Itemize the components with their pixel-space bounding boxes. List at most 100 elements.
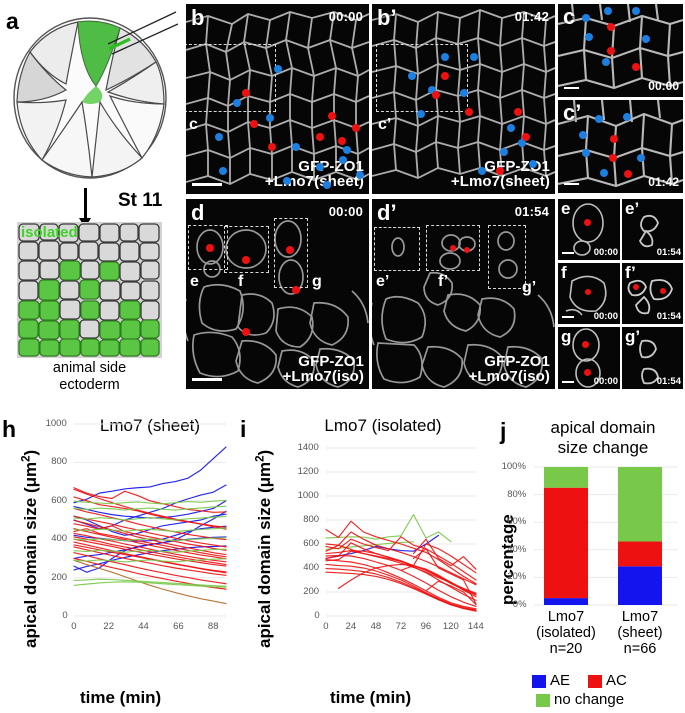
panel-bprime-overlay-line1: GFP-ZO1 <box>484 157 550 175</box>
chart-j-ytick: 20% <box>507 571 527 583</box>
cell-marker-blue <box>636 153 645 162</box>
chart-j-plot <box>530 463 680 611</box>
panel-f-timestamp: 00:00 <box>593 311 618 322</box>
chart-i-ylabel: apical domain size (μm2) <box>254 450 275 648</box>
chart-h-ytick: 1000 <box>45 418 67 429</box>
panel-b-overlay: GFP-ZO1 +Lmo7(sheet) <box>265 158 364 191</box>
chart-j-ytick: 40% <box>507 543 527 555</box>
cell-marker-blue <box>622 112 631 121</box>
cell-marker-blue <box>428 85 437 94</box>
panel-b-inset-box <box>186 44 276 112</box>
chart-i-xtick: 144 <box>467 621 484 632</box>
cell-marker-blue <box>601 57 610 66</box>
chart-j-svg <box>534 466 678 606</box>
cell-marker-blue <box>214 133 223 141</box>
chart-j-legend-swatch <box>536 694 550 707</box>
chart-h-plot <box>48 418 230 638</box>
cell-marker-blue <box>408 72 417 81</box>
panel-letter-a: a <box>6 8 19 34</box>
chart-h-xtick: 44 <box>138 621 149 632</box>
cell-marker-blue <box>477 167 486 176</box>
cell-marker-red <box>242 89 251 98</box>
panel-letter-fprime: f’ <box>625 263 636 282</box>
panel-dprime-inset-box-g <box>488 225 526 289</box>
panel-d-cells <box>186 199 369 389</box>
panel-dprime-overlay-line2: +Lmo7(iso) <box>468 368 550 386</box>
panel-d-overlay-line1: GFP-ZO1 <box>298 352 364 370</box>
cell-marker-blue <box>218 167 227 176</box>
chart-i-ytick: 400 <box>303 562 320 573</box>
cell-marker-red <box>291 286 300 295</box>
panel-f-micrograph: f 00:00 <box>558 263 620 324</box>
panel-letter-dprime: d’ <box>377 200 397 225</box>
cell-marker-blue <box>600 168 609 177</box>
panel-letter-h: h <box>2 416 17 442</box>
cell-marker-red <box>609 153 617 162</box>
chart-j-legend-label: no change <box>554 691 625 708</box>
cell-marker-blue <box>631 7 640 16</box>
panel-cprime-scalebar <box>564 183 579 185</box>
panel-dprime-inset-label-e: e’ <box>376 273 390 290</box>
panel-bprime-inset-label: c’ <box>378 116 392 133</box>
chart-h-ytick: 200 <box>51 571 68 583</box>
panel-eprime-micrograph: e’ 01:54 <box>622 199 683 260</box>
panel-dprime-inset-label-g: g’ <box>522 279 537 296</box>
chart-j-category-line: n=66 <box>623 641 657 658</box>
panel-dprime-overlay-line1: GFP-ZO1 <box>484 352 550 370</box>
chart-i-xlabel: time (min) <box>330 688 412 707</box>
panel-eprime-timestamp: 01:54 <box>656 247 681 258</box>
chart-j-legend-label: AE <box>550 672 571 689</box>
panel-b-micrograph: c b 00:00 GFP-ZO1 +Lmo7(sheet) <box>186 4 369 194</box>
chart-h-xtick: 22 <box>103 621 114 632</box>
panel-letter-i: i <box>240 416 247 442</box>
cell-marker-red <box>633 284 640 291</box>
chart-i-ytick: 0 <box>314 610 320 621</box>
panel-d-inset-label-e: e <box>190 273 199 290</box>
panel-e-timestamp: 00:00 <box>593 247 618 258</box>
panel-d-overlay-line2: +Lmo7(iso) <box>282 368 364 386</box>
panel-d-inset-label-f: f <box>238 273 244 290</box>
chart-h-title: Lmo7 (sheet) <box>99 416 201 435</box>
panel-letter-c: c <box>563 4 576 29</box>
chart-i-ytick: 1200 <box>297 466 319 477</box>
chart-j-ylabel: percentage <box>498 514 517 605</box>
panel-bprime-timestamp: 01:42 <box>514 9 549 24</box>
panel-e-micrograph: e 00:00 <box>558 199 620 260</box>
cell-marker-red <box>521 133 530 141</box>
panel-letter-gprime: g’ <box>625 327 641 346</box>
cell-marker-blue <box>355 171 364 179</box>
cell-marker-red <box>242 328 251 336</box>
panel-d-inset-label-g: g <box>312 273 322 290</box>
cell-marker-blue <box>459 89 468 98</box>
cell-marker-red <box>286 246 295 255</box>
panel-fprime-timestamp: 01:54 <box>656 311 681 322</box>
chart-i-ytick: 600 <box>303 538 320 549</box>
chart-i-xtick: 72 <box>395 621 407 632</box>
cell-marker-blue <box>518 138 527 147</box>
cell-marker-blue <box>315 163 324 172</box>
panel-cprime-micrograph: c’ 01:42 <box>558 100 683 193</box>
cell-marker-red <box>464 108 473 117</box>
panel-letter-f: f <box>561 263 567 282</box>
chart-i-xtick: 120 <box>442 621 459 632</box>
workflow-arrow-shaft <box>84 188 87 222</box>
chart-i-svg <box>325 447 477 617</box>
cell-marker-red <box>242 255 251 264</box>
cell-marker-red <box>328 112 337 121</box>
chart-j-legend-label: AC <box>606 672 627 689</box>
panel-cprime-timestamp: 01:42 <box>648 175 679 189</box>
panel-letter-bprime: b’ <box>377 5 397 30</box>
panel-dprime-inset-label-f: f’ <box>438 273 449 290</box>
cell-marker-red <box>606 23 615 32</box>
panel-letter-j: j <box>500 418 507 444</box>
cell-marker-red <box>631 63 640 72</box>
cell-marker-red <box>268 142 276 151</box>
panel-c-timestamp: 00:00 <box>648 79 679 93</box>
panel-g-scalebar <box>562 381 574 383</box>
cell-marker-red <box>514 108 523 117</box>
cell-marker-red <box>584 289 591 296</box>
chart-h-xtick: 66 <box>173 621 184 632</box>
panel-b-cells <box>186 4 369 194</box>
embryo-diagram <box>8 10 179 180</box>
panel-d-timestamp: 00:00 <box>328 204 363 219</box>
